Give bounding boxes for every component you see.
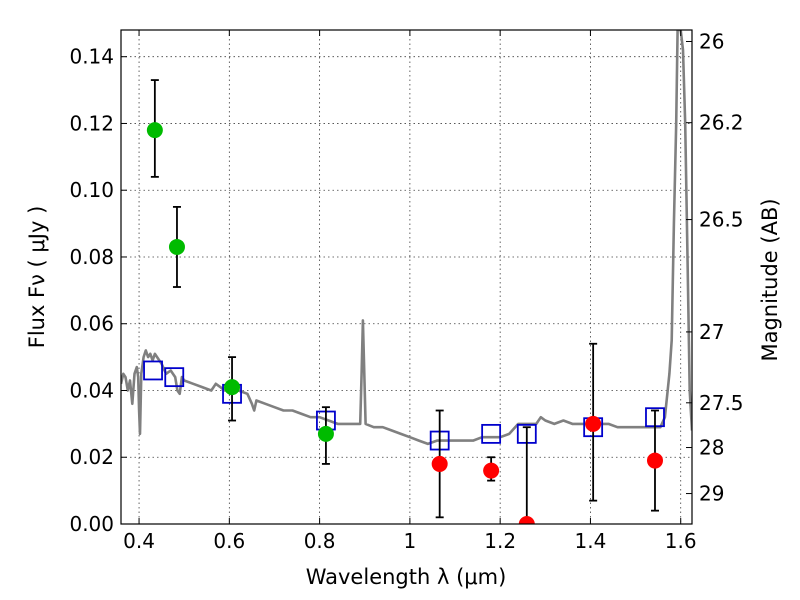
axes: 0.4 0.6 0.8 1 1.2 1.4 1.6 0.00 0.02 0.04 0.06 0.08 0… [69, 30, 743, 553]
template-spectrum-line [121, 30, 692, 446]
mag-tick-label: 27.5 [699, 391, 744, 415]
x-tick-label: 1 [404, 529, 417, 553]
faint-point [483, 462, 500, 479]
mag-tick-label: 26.5 [699, 208, 744, 232]
model-photometry-square [164, 367, 185, 388]
y-tick-label: 0.10 [69, 178, 114, 202]
detection-point [168, 238, 185, 255]
detection-point [146, 122, 163, 139]
model-photometry-square [481, 423, 502, 444]
mag-tick-label: 26.2 [699, 111, 744, 135]
detection-point [224, 379, 241, 396]
model-photometry-square [143, 360, 163, 381]
x-tick-label: 0.8 [304, 529, 336, 553]
plot-area [121, 30, 692, 524]
y-tick-label: 0.00 [69, 512, 114, 536]
y-tick-label: 0.14 [69, 45, 114, 69]
x-tick-label: 1.2 [484, 529, 516, 553]
mag-tick-label: 29 [699, 482, 724, 506]
y-tick-label: 0.12 [69, 111, 114, 135]
plot-frame [120, 29, 693, 525]
mag-tick-label: 28 [699, 436, 724, 460]
y-tick-label: 0.06 [69, 312, 114, 336]
detection-point [317, 425, 334, 442]
mag-tick-label: 26 [699, 30, 724, 54]
y-tick-label: 0.04 [69, 378, 114, 402]
faint-point [518, 516, 535, 524]
y2-axis-title: Magnitude (AB) [758, 198, 782, 361]
x-tick-label: 1.6 [665, 529, 697, 553]
x-tick-label: 0.4 [123, 529, 155, 553]
y-tick-label: 0.08 [69, 245, 114, 269]
x-tick-label: 1.4 [575, 529, 607, 553]
x-tick-label: 0.6 [213, 529, 245, 553]
y-tick-label: 0.02 [69, 445, 114, 469]
mag-tick-label: 27 [699, 320, 724, 344]
faint-point [431, 455, 448, 472]
x-axis-title: Wavelength λ (μm) [306, 565, 507, 589]
faint-point [585, 415, 602, 432]
faint-point [646, 452, 663, 469]
y-axis-title: Flux Fν ( μJy ) [25, 206, 49, 349]
